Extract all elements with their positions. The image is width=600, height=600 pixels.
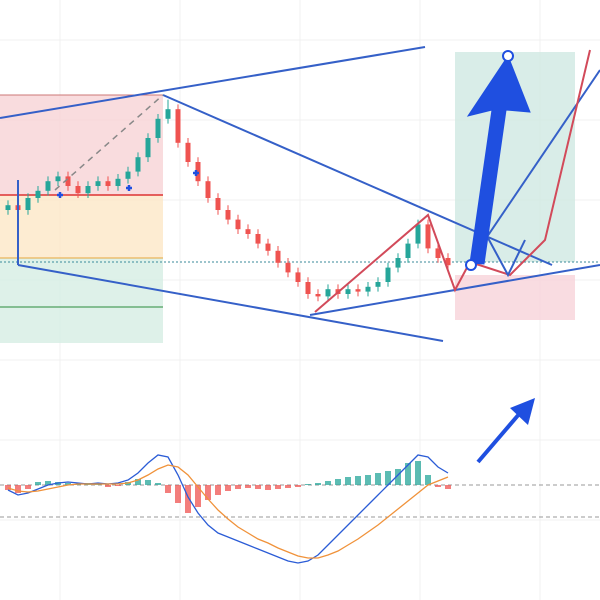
candle-body <box>395 258 401 268</box>
histogram-bar <box>205 485 211 500</box>
histogram-bar <box>385 471 391 485</box>
histogram-bar <box>45 481 51 485</box>
signal-line <box>7 464 449 559</box>
price-pane <box>5 99 451 302</box>
macd-pane <box>5 454 451 564</box>
candle-body <box>385 267 391 282</box>
macd-arrow <box>476 398 535 464</box>
histogram-bar <box>335 479 341 485</box>
histogram-bar <box>325 481 331 485</box>
histogram-bar <box>35 482 41 485</box>
candle-body <box>275 250 281 263</box>
histogram-bar <box>395 469 401 485</box>
candle-body <box>115 178 121 186</box>
candle-body <box>135 157 141 172</box>
candle-body <box>45 181 51 191</box>
candle-body <box>285 262 291 273</box>
candle-body <box>225 210 231 220</box>
candle-body <box>215 198 221 210</box>
candle-body <box>85 186 91 194</box>
histogram-bar <box>115 485 121 486</box>
candle-body <box>365 286 371 292</box>
candle-body <box>325 289 331 297</box>
candle-body <box>425 224 431 249</box>
candle-body <box>145 138 151 158</box>
candle-body <box>405 243 411 258</box>
histogram-bar <box>445 485 451 489</box>
candle-body <box>125 171 131 179</box>
candle-body <box>35 190 41 198</box>
candle-body <box>175 109 181 143</box>
candle-body <box>265 243 271 251</box>
histogram-bar <box>375 473 381 485</box>
candle-body <box>195 162 201 182</box>
candle-body <box>235 219 241 230</box>
candle-body <box>355 289 361 292</box>
candle-body <box>315 294 321 297</box>
histogram-bar <box>285 485 291 488</box>
histogram-bar <box>155 483 161 485</box>
candle-body <box>445 258 451 266</box>
histogram-bar <box>305 484 311 485</box>
candle-body <box>415 224 421 244</box>
histogram-bar <box>15 485 21 493</box>
candle-body <box>435 248 441 258</box>
histogram-bar <box>215 485 221 495</box>
histogram-bar <box>135 479 141 485</box>
histogram-bar <box>245 485 251 488</box>
histogram-bar <box>235 485 241 489</box>
histogram-bar <box>145 480 151 485</box>
histogram-bar <box>415 461 421 485</box>
histogram-bar <box>315 483 321 485</box>
histogram-bar <box>25 485 31 489</box>
histogram-bar <box>165 485 171 493</box>
candle-body <box>345 289 351 294</box>
candle-body <box>295 272 301 282</box>
histogram-bar <box>275 485 281 489</box>
histogram-bar <box>225 485 231 491</box>
candle-body <box>205 181 211 198</box>
candle-body <box>55 176 61 182</box>
histogram-bar <box>185 485 191 513</box>
candle-body <box>95 181 101 186</box>
candle-body <box>25 198 31 210</box>
histogram-bar <box>105 485 111 487</box>
candle-body <box>5 205 11 210</box>
histogram-bar <box>265 485 271 490</box>
histogram-bar <box>65 483 71 485</box>
candle-body <box>65 176 71 186</box>
histogram-bar <box>365 475 371 485</box>
histogram-bar <box>425 475 431 485</box>
candle-body <box>75 186 81 194</box>
histogram-bar <box>5 485 11 490</box>
histogram-bar <box>295 485 301 487</box>
candle-body <box>375 282 381 287</box>
candle-body <box>185 142 191 162</box>
candle-body <box>155 118 161 138</box>
candle-body <box>255 234 261 244</box>
candle-body <box>245 229 251 234</box>
histogram-bar <box>355 476 361 485</box>
histogram-bar <box>255 485 261 489</box>
histogram-bar <box>405 463 411 485</box>
macd-line <box>7 454 449 564</box>
histogram-bar <box>435 485 441 487</box>
candle-body <box>105 181 111 186</box>
candle-body <box>165 109 171 119</box>
drawings <box>0 46 600 342</box>
histogram-bar <box>345 477 351 485</box>
histogram-bar <box>195 485 201 507</box>
candle-body <box>305 282 311 294</box>
histogram-bar <box>175 485 181 503</box>
